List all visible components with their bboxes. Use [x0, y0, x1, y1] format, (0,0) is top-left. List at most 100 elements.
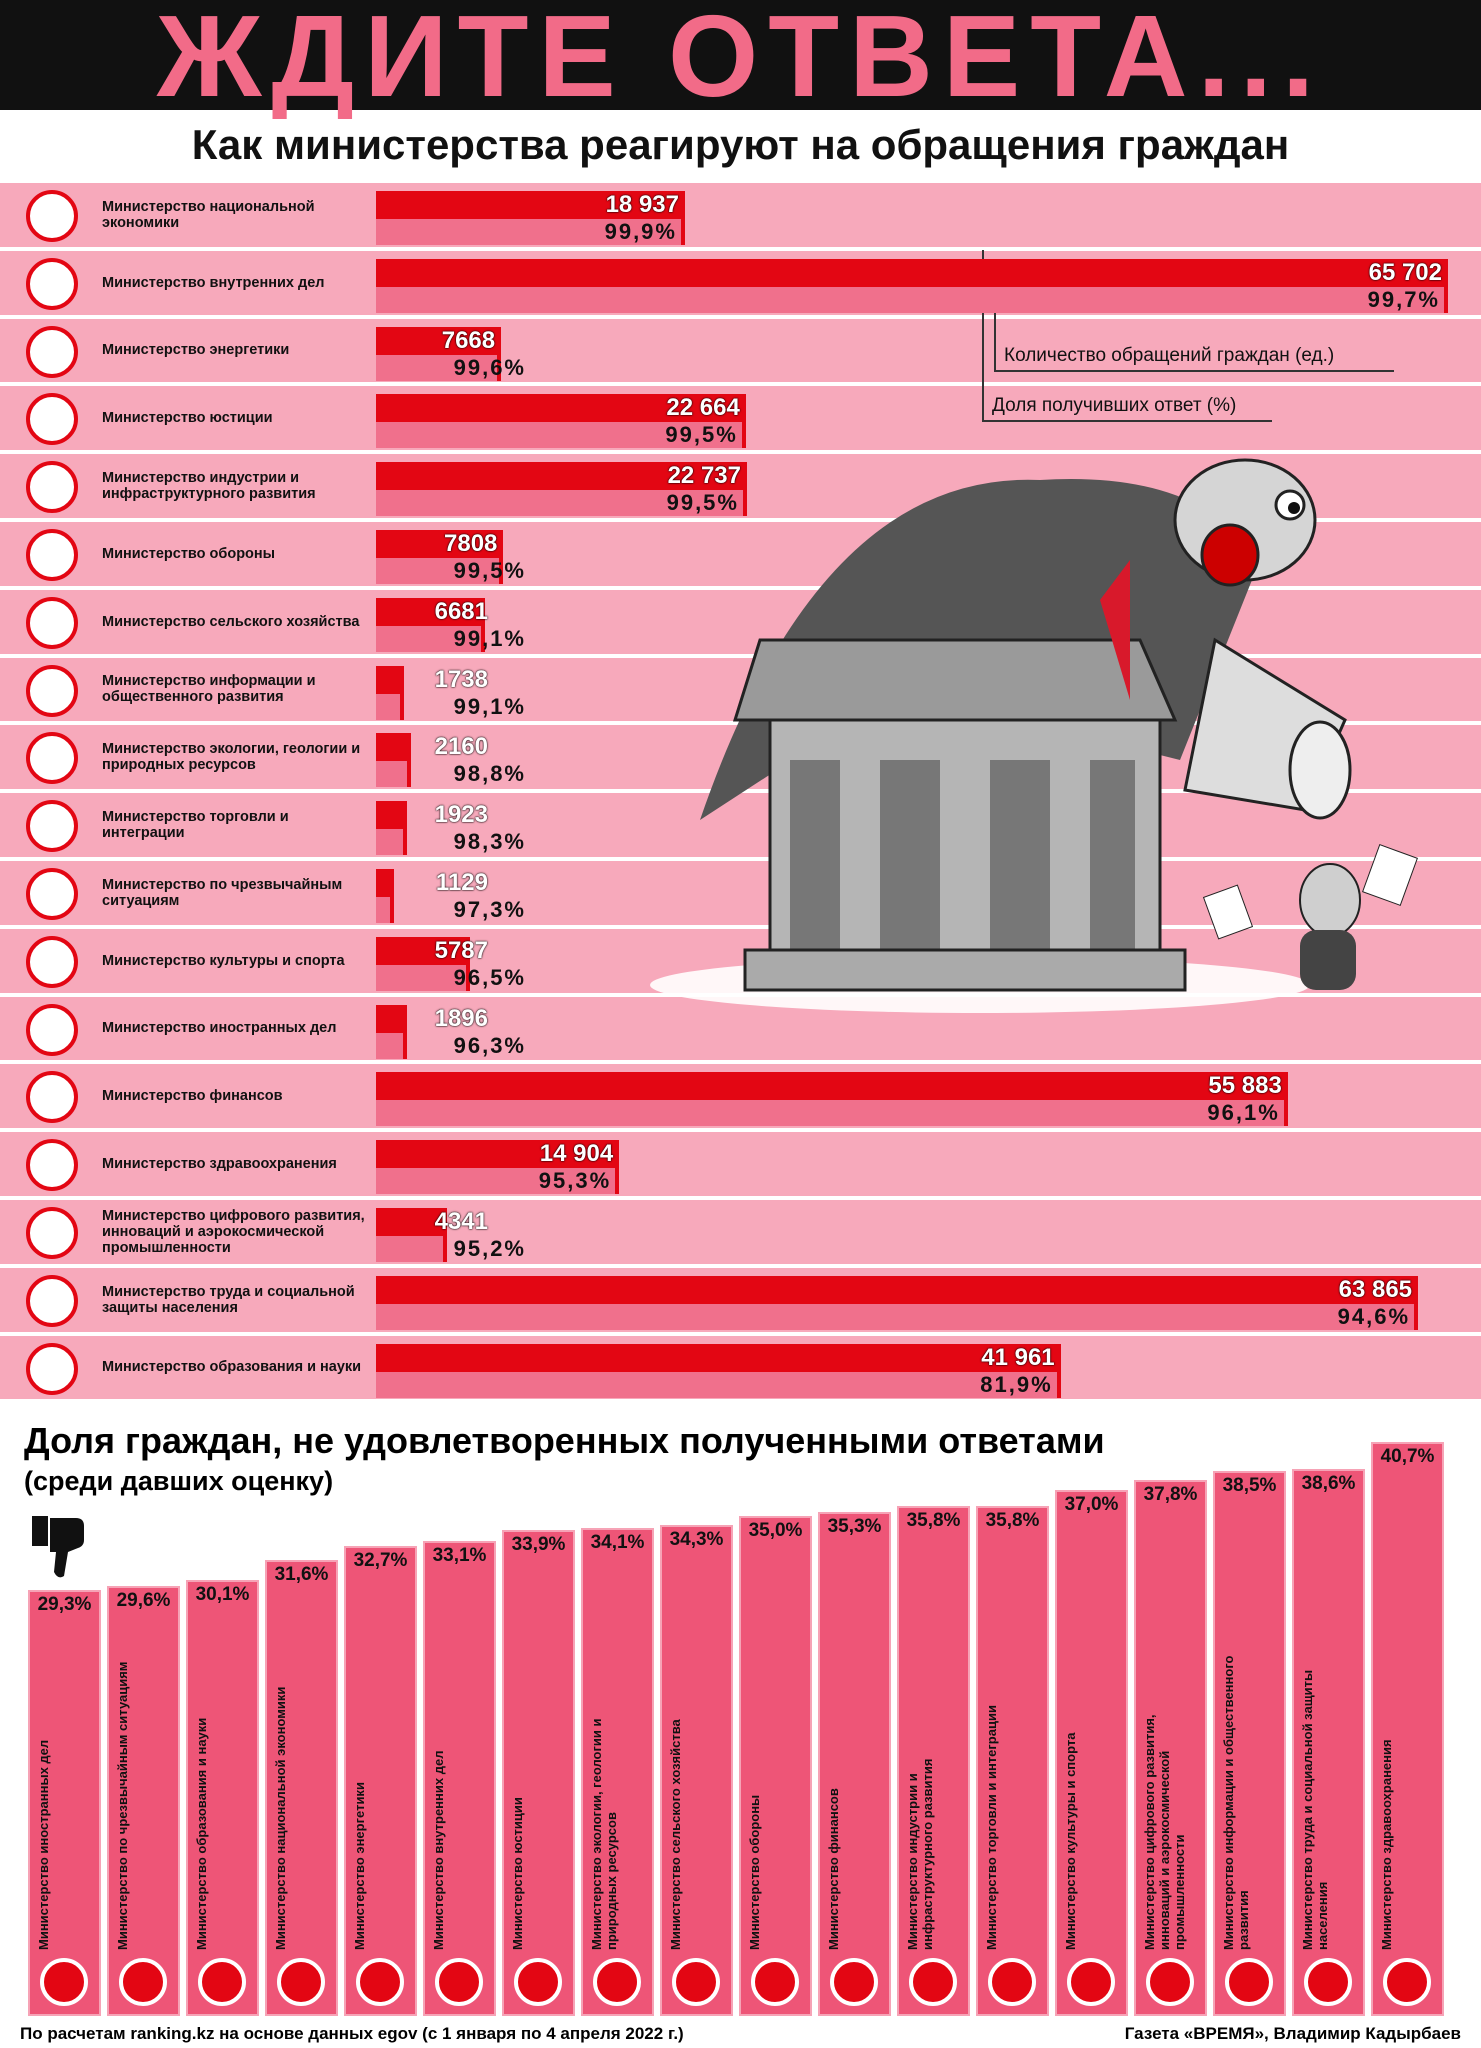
answered-band	[376, 964, 471, 991]
bar	[897, 1505, 970, 2016]
share-label: 96,1%	[1207, 1100, 1280, 1126]
legend-leader	[982, 420, 1272, 422]
answered-band	[376, 1168, 620, 1195]
value-label: 40,7%	[1380, 1445, 1435, 1467]
ministry-icon	[1146, 1958, 1194, 2006]
ministry-icon	[26, 800, 78, 853]
ministry-icon	[672, 1958, 720, 2006]
category-label: Министерство сельского хозяйства	[102, 613, 360, 630]
count-bar	[376, 665, 405, 694]
count-bar	[376, 258, 1448, 287]
count-label: 2160	[434, 733, 488, 761]
category-label: Министерство здравоохранения	[1379, 1739, 1394, 1950]
value-label: 38,6%	[1301, 1473, 1356, 1495]
share-label: 98,8%	[453, 761, 526, 787]
share-label: 95,3%	[538, 1168, 612, 1194]
bar	[1134, 1479, 1207, 2016]
bar	[344, 1545, 417, 2016]
count-bar	[376, 1275, 1419, 1304]
ministry-icon	[26, 325, 78, 378]
chart-subtitle: (среди давших оценку)	[24, 1466, 334, 1496]
ministry-icon	[26, 732, 78, 785]
share-label: 99,1%	[453, 693, 526, 719]
share-label: 95,2%	[453, 1236, 526, 1261]
credit: Газета «ВРЕМЯ», Владимир Кадырбаев	[1124, 2024, 1461, 2043]
ministry-icon	[435, 1958, 483, 2006]
answered-band	[376, 1303, 1419, 1330]
value-label: 34,1%	[590, 1531, 645, 1553]
ministry-icon	[26, 1071, 78, 1124]
category-label: Министерство культуры и спорта	[102, 952, 345, 969]
value-label: 35,8%	[985, 1509, 1040, 1531]
row-background	[0, 996, 1481, 1065]
bar	[1371, 1441, 1444, 2016]
bar	[818, 1512, 891, 2016]
count-bar	[376, 869, 395, 897]
ministry-icon	[198, 1958, 246, 2006]
ministry-icon	[830, 1958, 878, 2006]
ministry-icon	[119, 1958, 167, 2006]
answered-band	[376, 761, 412, 788]
ministry-icon	[26, 868, 78, 920]
ministry-icon	[988, 1958, 1036, 2006]
category-label: Министерство по чрезвычайным ситуациям	[115, 1661, 130, 1950]
category-label: Министерство труда и социальной защиты н…	[102, 1283, 355, 1316]
share-label: 97,3%	[453, 897, 526, 922]
count-bar	[376, 1208, 447, 1236]
answered-band	[376, 1032, 407, 1059]
count-label: 1923	[434, 801, 488, 829]
answered-band	[376, 693, 405, 720]
ministry-icon	[26, 1274, 78, 1327]
share-label: 99,5%	[453, 558, 526, 583]
value-label: 31,6%	[274, 1564, 329, 1586]
count-bar	[376, 462, 747, 491]
count-label: 41 961	[981, 1343, 1055, 1371]
row-background	[0, 1200, 1481, 1268]
count-bar	[376, 1140, 620, 1169]
share-label: 99,5%	[666, 490, 739, 516]
bar	[660, 1525, 733, 2016]
category-label: Министерство торговли и интеграции	[102, 809, 289, 842]
answered-band	[376, 558, 504, 584]
answered-band	[376, 422, 746, 449]
count-bar	[376, 1004, 407, 1033]
category-label: Министерство юстиции	[510, 1797, 525, 1950]
category-label: Министерство экологии, геологии и природ…	[102, 741, 361, 774]
answered-band	[376, 286, 1448, 313]
share-label: 99,6%	[453, 354, 526, 380]
category-label: Министерство индустрии и инфраструктурно…	[905, 1758, 935, 1951]
share-label: 96,5%	[453, 964, 526, 990]
share-label: 99,5%	[665, 422, 738, 448]
value-label: 38,5%	[1222, 1474, 1277, 1496]
count-label: 7808	[444, 530, 498, 557]
count-label: 1896	[434, 1004, 488, 1032]
category-label: Министерство здравоохранения	[102, 1156, 337, 1173]
category-label: Министерство по чрезвычайным ситуациям	[102, 876, 343, 909]
value-label: 34,3%	[669, 1529, 724, 1551]
ministry-icon	[26, 529, 78, 581]
count-bar	[376, 936, 471, 965]
ministry-icon	[909, 1958, 957, 2006]
bar	[107, 1586, 180, 2016]
value-label: 35,3%	[827, 1516, 882, 1538]
category-label: Министерство внутренних дел	[431, 1750, 446, 1950]
count-label: 1738	[434, 665, 488, 693]
bar	[1055, 1490, 1128, 2016]
ministry-icon	[26, 664, 78, 717]
answered-band	[376, 354, 502, 381]
share-label: 99,9%	[604, 219, 677, 244]
ministry-icon	[26, 190, 78, 242]
bar	[502, 1530, 575, 2016]
count-label: 18 937	[605, 191, 679, 218]
ministry-icon	[26, 1003, 78, 1056]
bar	[265, 1560, 338, 2016]
bar	[581, 1527, 654, 2016]
category-label: Министерство энергетики	[102, 342, 290, 359]
ministry-icon	[26, 935, 78, 988]
category-label: Министерство цифрового развития, инновац…	[102, 1207, 365, 1256]
row-background	[0, 1132, 1481, 1200]
answered-band	[376, 219, 685, 245]
value-label: 33,1%	[432, 1544, 487, 1566]
count-label: 22 737	[667, 462, 741, 490]
value-label: 29,6%	[116, 1590, 171, 1612]
